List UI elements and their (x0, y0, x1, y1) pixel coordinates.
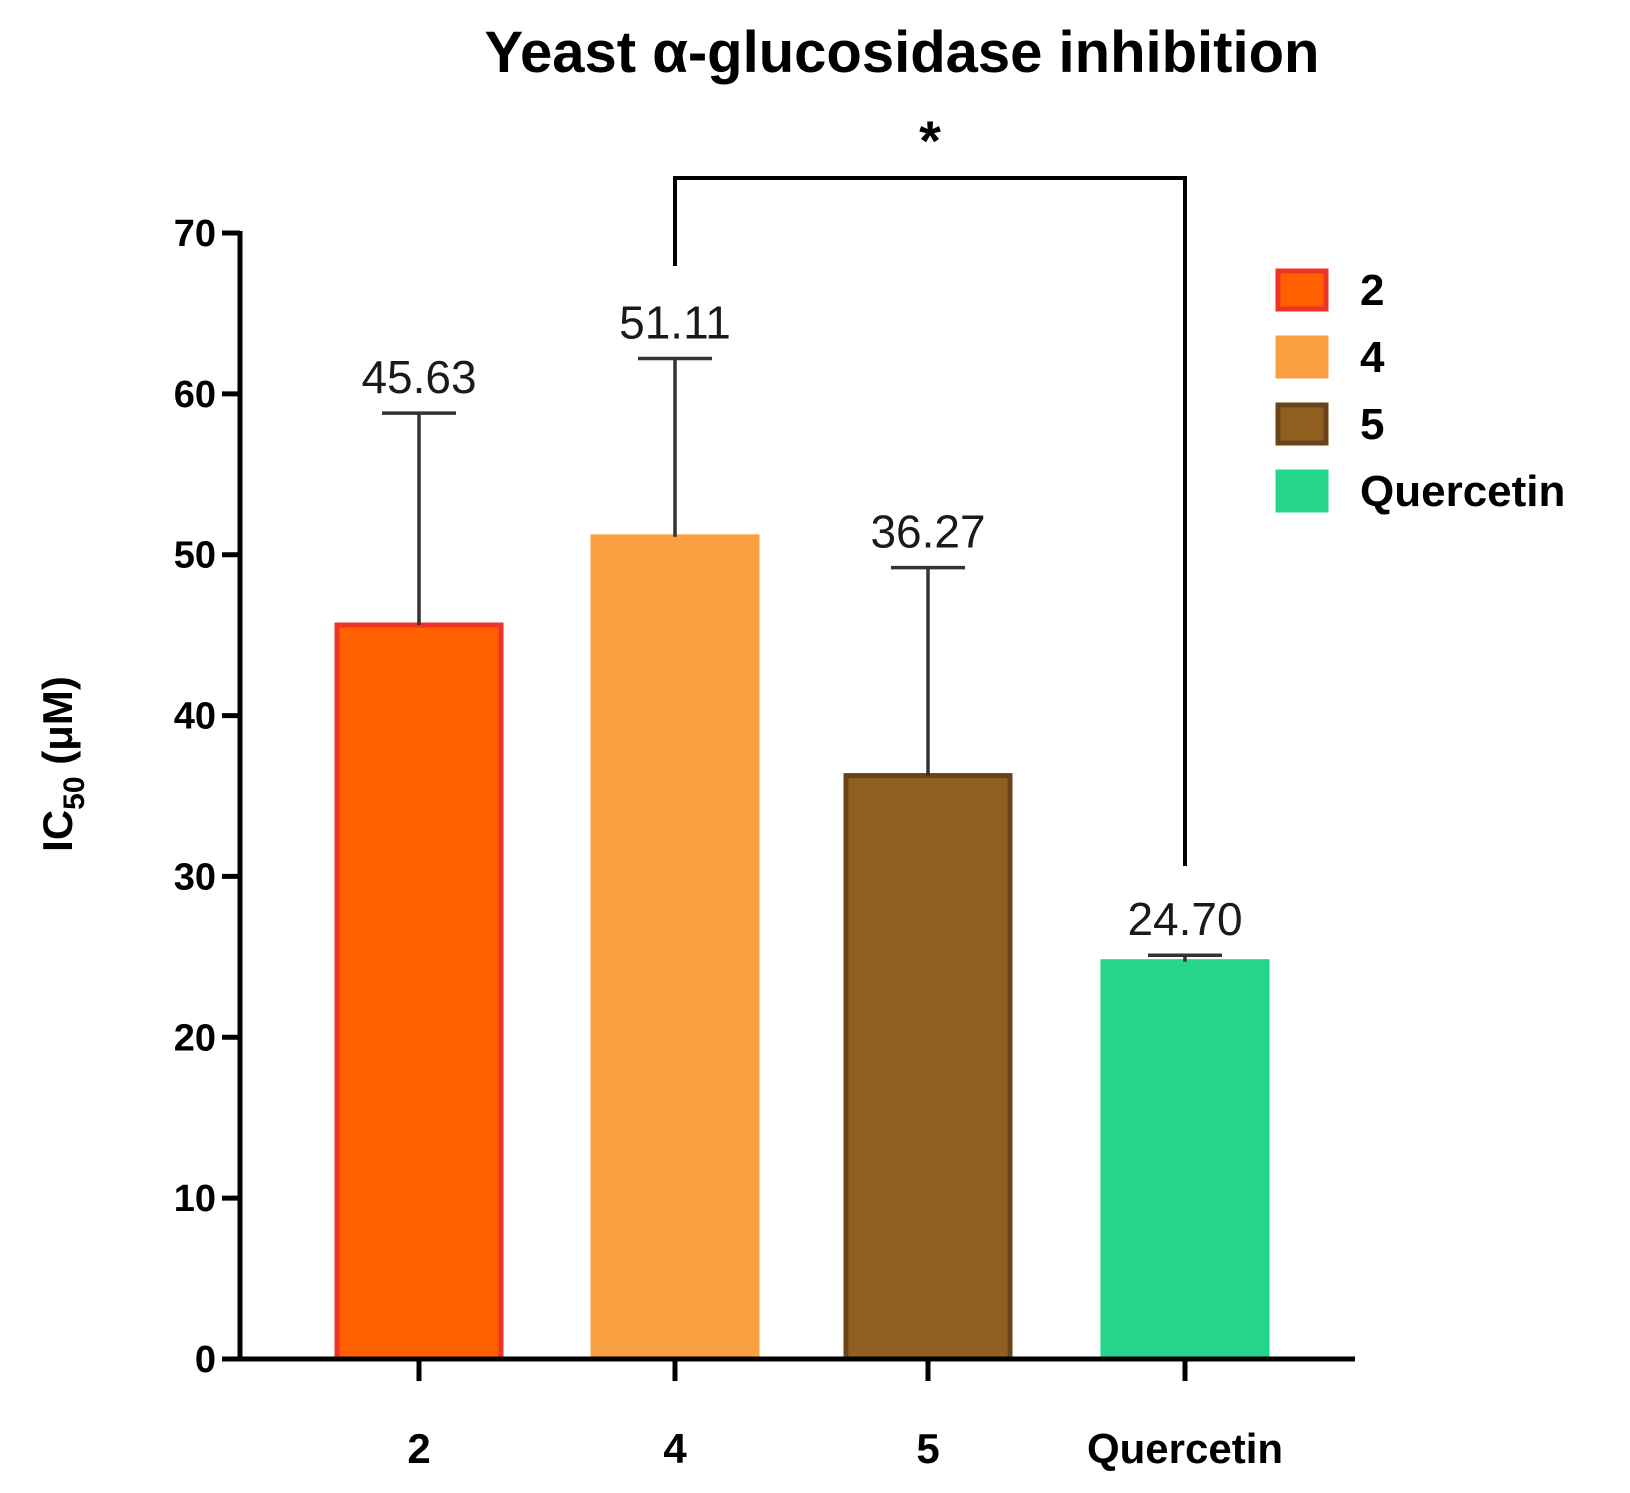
y-tick-label-0: 0 (195, 1339, 216, 1381)
legend-label-4: 4 (1360, 333, 1385, 382)
x-tick-label-2: 2 (407, 1425, 430, 1472)
legend-label-2: 2 (1360, 266, 1384, 315)
legend-label-5: 5 (1360, 400, 1384, 449)
x-tick-label-Quercetin: Quercetin (1087, 1425, 1283, 1472)
value-label-5: 36.27 (870, 506, 985, 558)
y-axis-label: IC50 (μM) (34, 676, 91, 852)
y-tick-label-1: 10 (174, 1178, 216, 1220)
legend-swatch-Quercetin (1275, 469, 1329, 513)
legend-swatch-2 (1275, 268, 1329, 312)
legend-swatch-4 (1275, 335, 1329, 379)
bar-5 (843, 773, 1013, 1362)
x-tick-label-5: 5 (916, 1425, 939, 1472)
bar-Quercetin (1100, 959, 1270, 1362)
y-tick-label-5: 50 (174, 535, 216, 577)
value-label-2: 45.63 (361, 351, 476, 403)
bar-2 (334, 622, 504, 1362)
y-tick-label-4: 40 (174, 696, 216, 738)
y-tick-label-3: 30 (174, 856, 216, 898)
bar-4 (590, 534, 760, 1362)
x-tick-label-4: 4 (663, 1425, 687, 1472)
significance-label: * (919, 109, 941, 172)
y-tick-label-2: 20 (174, 1017, 216, 1059)
y-tick-label-7: 70 (174, 213, 216, 255)
value-label-4: 51.11 (619, 296, 731, 348)
legend-swatch-5 (1275, 402, 1329, 446)
legend-label-Quercetin: Quercetin (1360, 467, 1565, 516)
value-label-Quercetin: 24.70 (1127, 893, 1242, 945)
chart-title: Yeast α-glucosidase inhibition (485, 20, 1320, 85)
significance-bracket (673, 176, 1187, 866)
y-tick-label-6: 60 (174, 374, 216, 416)
